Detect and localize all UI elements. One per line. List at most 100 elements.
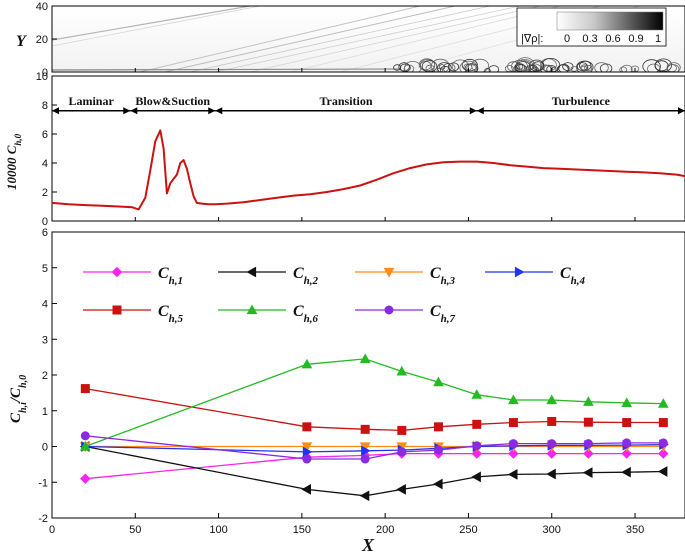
turbulent-eddy <box>642 59 661 72</box>
turbulent-eddy <box>393 64 402 71</box>
data-point <box>658 438 668 448</box>
data-point <box>583 417 593 427</box>
legend-label: Ch,2 <box>293 265 319 287</box>
legend-marker <box>383 267 395 278</box>
series-line <box>85 444 664 453</box>
data-point <box>359 353 371 363</box>
data-point <box>433 445 443 455</box>
panel3-y-tick-label: 3 <box>42 334 48 346</box>
panel2-y-tick-label: 8 <box>42 100 48 112</box>
data-point <box>302 454 312 464</box>
panel3-x-tick-label: 50 <box>129 524 141 536</box>
panel1-y-tick-label: 40 <box>36 1 48 13</box>
panel3-x-tick-label: 250 <box>459 524 477 536</box>
panel3-y-tick-label: 5 <box>42 263 48 275</box>
turbulent-eddy <box>619 66 628 72</box>
colorbar-label: |∇ρ|: <box>521 33 543 45</box>
turbulent-eddy <box>540 64 552 72</box>
panel2-y-axis-label: 10000 Ch,0 <box>4 133 23 190</box>
turbulent-eddy <box>440 65 450 72</box>
panel1-y-tick-label: 0 <box>42 67 48 79</box>
ratio-legend: Ch,1 Ch,2 Ch,3 Ch,4 Ch,5 Ch,6 Ch,7 <box>83 265 586 325</box>
region-arrowhead-right-2 <box>469 107 477 115</box>
series-h-7 <box>80 431 668 464</box>
region-arrowhead-left-1 <box>130 107 138 115</box>
data-point <box>301 358 313 369</box>
legend-marker <box>246 266 257 278</box>
turbulent-eddy <box>461 58 478 72</box>
data-point <box>361 445 371 457</box>
flow-regime-regions: Laminar Blow&Suction Transition Turbulence <box>52 94 685 115</box>
data-point <box>547 439 557 449</box>
legend-item-h-7: Ch,7 <box>355 303 456 325</box>
legend-marker <box>384 305 394 315</box>
data-point <box>621 448 632 459</box>
data-point <box>302 446 313 458</box>
data-point <box>433 422 443 432</box>
legend-item-h-6: Ch,6 <box>218 303 319 325</box>
colorbar-tick-4: 1 <box>655 33 661 45</box>
region-arrowhead-right-0 <box>123 107 131 115</box>
colorbar-tick-3: 0.9 <box>628 33 643 45</box>
region-arrowhead-left-2 <box>215 107 223 115</box>
colorbar-legend: |∇ρ|: 0 0.3 0.6 0.9 1 <box>516 7 667 47</box>
turbulent-eddy <box>599 63 613 72</box>
data-point <box>507 469 518 480</box>
data-point <box>546 468 556 480</box>
data-point <box>80 431 90 441</box>
data-point <box>80 384 90 394</box>
colorbar-gradient <box>556 11 664 31</box>
panel3-y-tick-label: 0 <box>42 442 48 454</box>
turbulent-eddy <box>436 67 443 72</box>
panel2-y-tick-label: 2 <box>42 187 48 199</box>
data-point <box>433 376 444 387</box>
legend-label: Ch,4 <box>560 265 586 287</box>
data-point <box>396 365 408 376</box>
laminar-layer-line <box>52 68 401 71</box>
turbulent-eddy <box>471 58 489 72</box>
panel3-y-axis-label: Ch,i/Ch,0 <box>8 375 29 423</box>
turbulent-eddy <box>451 59 470 72</box>
x-axis-label: X <box>361 535 375 555</box>
turbulent-eddy <box>466 64 477 72</box>
series-line <box>85 358 664 448</box>
panel2-y-ticks: 0 2 4 6 8 10 <box>36 68 636 228</box>
data-point <box>397 447 407 457</box>
data-point <box>396 484 406 495</box>
panel-density-field: |∇ρ|: 0 0.3 0.6 0.9 1 Y 0 20 40 <box>16 1 685 79</box>
panel3-y-tick-label: -2 <box>38 513 48 525</box>
turbulent-eddy <box>580 64 589 71</box>
turbulent-eddy <box>541 58 561 72</box>
region-label-3: Turbulence <box>552 94 611 108</box>
data-point <box>472 419 482 429</box>
legend-marker <box>111 266 123 278</box>
series-h-6 <box>79 353 669 451</box>
data-point <box>359 490 370 502</box>
data-point <box>472 441 482 451</box>
ratio-series <box>79 353 669 502</box>
data-point <box>622 438 632 448</box>
region-arrowhead-right-3 <box>678 107 685 115</box>
region-arrowhead-left-0 <box>52 107 59 115</box>
panel3-x-tick-label: 0 <box>49 524 55 536</box>
data-point <box>621 466 631 478</box>
panel3-y-tick-label: 1 <box>42 406 48 418</box>
ch0-series <box>51 129 685 211</box>
data-point <box>471 448 483 459</box>
data-point <box>301 484 311 495</box>
panel2-y-tick-label: 6 <box>42 129 48 141</box>
turbulent-eddy <box>654 60 669 72</box>
colorbar-tick-2: 0.6 <box>605 33 620 45</box>
ch0-curve <box>51 129 685 211</box>
region-label-0: Laminar <box>68 94 114 108</box>
legend-item-h-5: Ch,5 <box>83 303 184 325</box>
turbulent-eddy <box>419 59 436 72</box>
colorbar-tick-1: 0.3 <box>582 33 597 45</box>
panel2-y-tick-label: 10 <box>36 71 48 83</box>
data-point <box>508 394 519 405</box>
data-point <box>471 471 481 483</box>
data-point <box>80 473 91 484</box>
series-line <box>85 387 664 432</box>
region-arrowhead-left-3 <box>476 107 484 115</box>
